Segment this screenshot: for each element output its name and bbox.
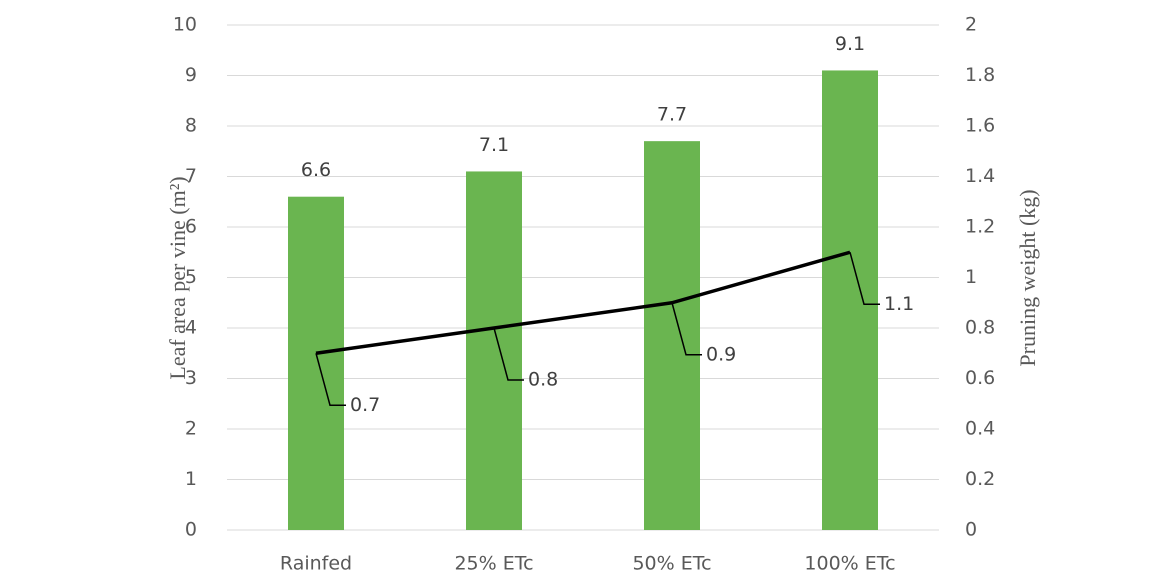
y2-tick-label: 0.6	[965, 367, 995, 389]
leader-line	[671, 302, 702, 356]
data-label: 7.7	[657, 104, 687, 126]
y-tick-label: 8	[185, 115, 197, 137]
data-label: 9.1	[835, 33, 865, 55]
x-tick-label: Rainfed	[280, 553, 352, 575]
y-tick-label: 10	[173, 14, 197, 36]
leader-line	[315, 353, 346, 406]
bar	[288, 196, 344, 530]
data-label: 7.1	[479, 134, 509, 156]
y-tick-label: 7	[185, 165, 197, 187]
bar	[822, 70, 878, 530]
line-data-label: 1.1	[884, 293, 914, 315]
y-tick-label: 4	[185, 317, 197, 339]
y2-tick-label: 1.8	[965, 64, 995, 86]
y-tick-label: 0	[185, 519, 197, 541]
y2-tick-label: 1.2	[965, 216, 995, 238]
y2-tick-label: 2	[965, 14, 977, 36]
line-data-label: 0.9	[706, 343, 736, 365]
y2-tick-label: 0	[965, 519, 977, 541]
y2-axis-title: Pruning weight (kg)	[1015, 189, 1040, 366]
y2-tick-label: 1.4	[965, 165, 995, 187]
y-tick-label: 6	[185, 216, 197, 238]
y2-tick-label: 0.2	[965, 468, 995, 490]
y2-tick-label: 0.8	[965, 317, 995, 339]
line-data-label: 0.8	[528, 369, 558, 391]
y2-tick-label: 1.6	[965, 115, 995, 137]
y-tick-label: 3	[185, 367, 197, 389]
y-tick-label: 5	[185, 266, 197, 288]
y-tick-label: 1	[185, 468, 197, 490]
data-label: 6.6	[301, 159, 331, 181]
y2-tick-label: 1	[965, 266, 977, 288]
x-tick-label: 50% ETc	[632, 553, 711, 575]
y-axis-title: Leaf area per vine (m²)	[165, 176, 190, 379]
line-data-label: 0.7	[350, 394, 380, 416]
y2-tick-label: 0.4	[965, 418, 995, 440]
leader-line	[849, 252, 880, 305]
x-tick-label: 25% ETc	[454, 553, 533, 575]
y-tick-label: 2	[185, 418, 197, 440]
leader-line	[493, 327, 524, 381]
y-tick-label: 9	[185, 64, 197, 86]
bar	[466, 171, 522, 530]
line	[315, 250, 851, 355]
x-tick-label: 100% ETc	[804, 553, 895, 575]
bar	[644, 141, 700, 530]
